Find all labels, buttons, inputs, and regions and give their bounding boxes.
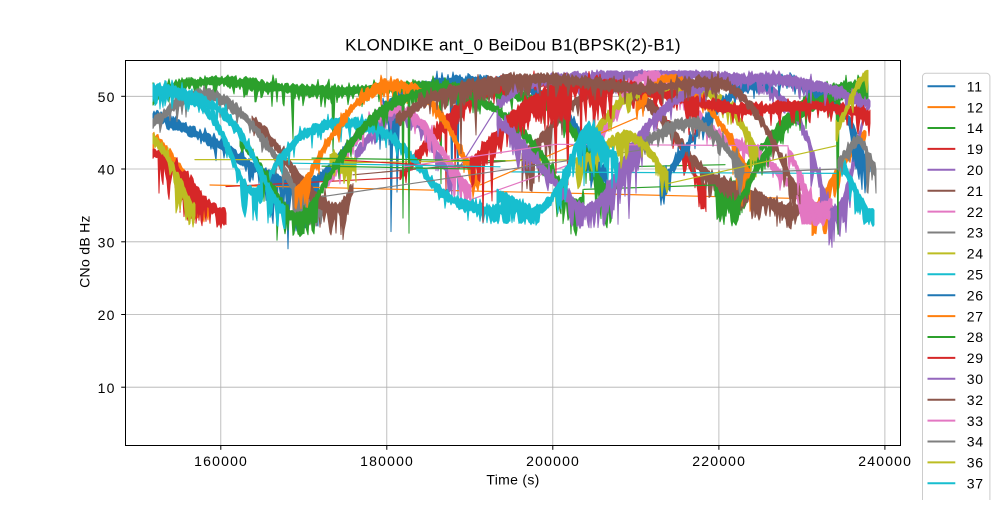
svg-text:20: 20	[98, 307, 116, 323]
svg-text:160000: 160000	[194, 453, 248, 469]
svg-text:30: 30	[98, 234, 116, 250]
svg-text:KLONDIKE ant_0 BeiDou B1(BPSK(: KLONDIKE ant_0 BeiDou B1(BPSK(2)-B1)	[345, 35, 681, 54]
svg-text:CNo dB Hz: CNo dB Hz	[76, 215, 92, 288]
svg-text:25: 25	[967, 267, 984, 283]
svg-text:14: 14	[967, 120, 984, 136]
svg-text:Time (s): Time (s)	[486, 472, 539, 488]
svg-text:32: 32	[967, 392, 984, 408]
svg-text:27: 27	[967, 308, 984, 324]
svg-text:24: 24	[967, 246, 984, 262]
svg-text:37: 37	[967, 476, 984, 492]
svg-text:29: 29	[967, 350, 984, 366]
svg-text:11: 11	[967, 78, 983, 94]
svg-text:26: 26	[967, 287, 984, 303]
svg-text:240000: 240000	[858, 453, 912, 469]
svg-text:34: 34	[967, 434, 984, 450]
svg-text:50: 50	[98, 89, 116, 105]
svg-text:220000: 220000	[692, 453, 746, 469]
svg-text:23: 23	[967, 225, 984, 241]
svg-text:12: 12	[967, 99, 984, 115]
svg-text:10: 10	[98, 380, 116, 396]
svg-text:22: 22	[967, 204, 984, 220]
svg-text:28: 28	[967, 329, 984, 345]
svg-text:19: 19	[967, 141, 984, 157]
svg-text:33: 33	[967, 413, 984, 429]
svg-text:36: 36	[967, 455, 984, 471]
svg-text:180000: 180000	[360, 453, 414, 469]
svg-text:40: 40	[98, 162, 116, 178]
svg-text:21: 21	[967, 183, 984, 199]
svg-text:41: 41	[967, 496, 984, 500]
svg-text:20: 20	[967, 162, 984, 178]
svg-text:30: 30	[967, 371, 984, 387]
svg-text:200000: 200000	[526, 453, 580, 469]
